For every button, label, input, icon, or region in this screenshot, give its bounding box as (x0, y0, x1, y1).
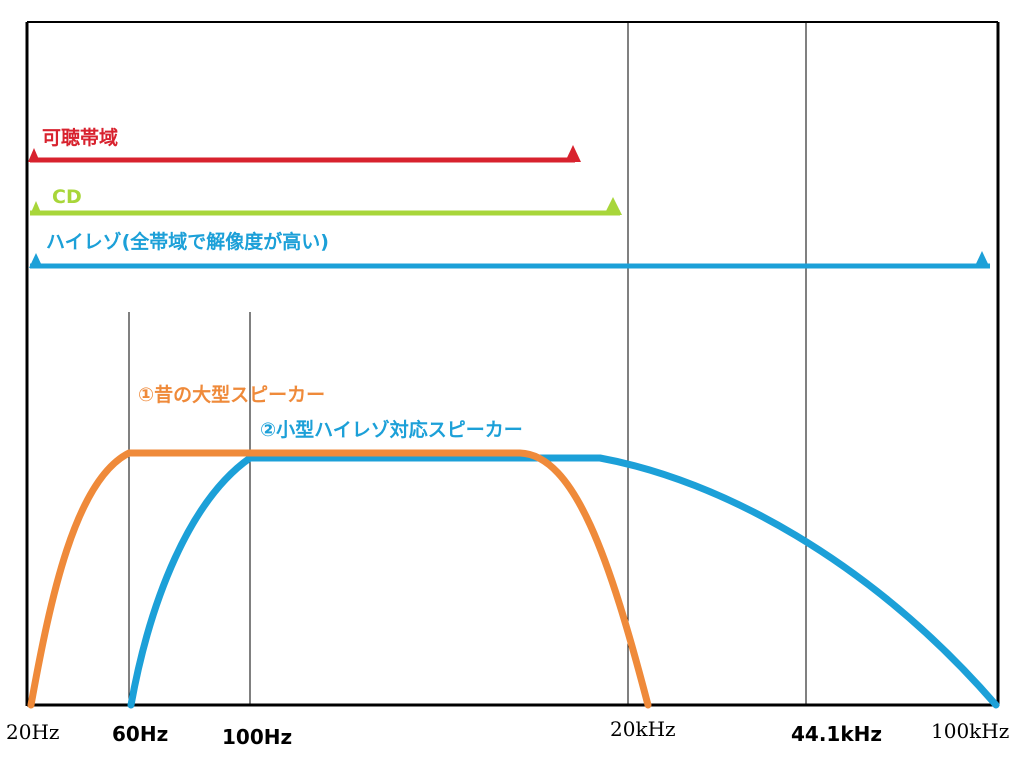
hires-end-marker (974, 251, 990, 268)
hires-range-label: ハイレゾ(全帯域で解像度が高い) (46, 230, 329, 253)
audible-end-marker (565, 145, 581, 162)
cd-start-marker (30, 201, 42, 215)
cd-end-marker (604, 197, 622, 215)
tick-label-44khz: 44.1kHz (791, 722, 882, 746)
old-speaker-curve (27, 449, 652, 709)
small-speaker-curve (127, 454, 1000, 709)
audible-start-marker (28, 148, 40, 162)
hires-start-marker (29, 253, 43, 268)
tick-label-100khz: 100kHz (931, 719, 1009, 743)
small-speaker-label: ②小型ハイレゾ対応スピーカー (260, 418, 523, 441)
cd-range-label: CD (52, 186, 82, 208)
tick-label-20khz: 20kHz (610, 717, 676, 741)
audible-range-label: 可聴帯域 (42, 126, 118, 149)
old-speaker-label: ①昔の大型スピーカー (138, 383, 325, 406)
tick-label-20hz: 20Hz (6, 720, 59, 744)
tick-label-60hz: 60Hz (112, 722, 168, 746)
tick-label-100hz: 100Hz (222, 725, 292, 749)
